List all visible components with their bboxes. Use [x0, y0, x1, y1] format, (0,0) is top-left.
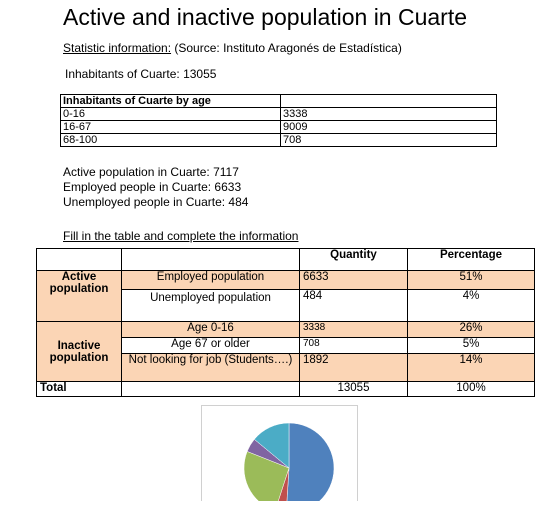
table-row: Quantity Percentage	[36, 248, 535, 271]
row-percentage: 14%	[407, 353, 535, 382]
total-quantity: 13055	[299, 381, 408, 397]
table-row: 16-67 9009	[60, 120, 497, 134]
pie-chart-frame	[201, 405, 358, 506]
total-percentage: 100%	[407, 381, 535, 397]
table-cell	[36, 248, 122, 271]
table-row: Age 67 or older 708 5%	[37, 337, 535, 354]
inhabitants-line: Inhabitants of Cuarte: 13055	[65, 67, 217, 81]
table-row: 0-16 3338	[60, 107, 497, 121]
age-value: 708	[280, 133, 497, 147]
row-percentage: 4%	[407, 289, 535, 322]
fill-heading: Fill in the table and complete the infor…	[63, 229, 299, 243]
age-range: 0-16	[60, 107, 281, 121]
table-cell	[121, 248, 300, 271]
population-table: Quantity Percentage Active population Em…	[36, 248, 535, 397]
row-quantity: 484	[299, 289, 408, 322]
table-row: Not looking for job (Students….) 1892 14…	[37, 353, 535, 382]
row-label: Employed population	[121, 270, 300, 290]
table-row: Inactive population Age 0-16 3338 26%	[36, 321, 535, 382]
row-quantity: 3338	[299, 321, 408, 338]
row-quantity: 1892	[299, 353, 408, 382]
table-row: Unemployed population 484 4%	[37, 289, 535, 322]
active-population-label: Active population	[36, 270, 122, 322]
age-value: 9009	[280, 120, 497, 134]
stat-active: Active population in Cuarte: 7117	[63, 165, 239, 179]
header-percentage: Percentage	[407, 248, 535, 271]
stat-employed: Employed people in Cuarte: 6633	[63, 180, 242, 194]
table-cell	[280, 94, 497, 108]
stat-unemployed: Unemployed people in Cuarte: 484	[63, 195, 249, 209]
inactive-population-label: Inactive population	[36, 321, 122, 382]
header-quantity: Quantity	[299, 248, 408, 271]
row-label: Not looking for job (Students….)	[121, 353, 300, 382]
row-percentage: 51%	[407, 270, 535, 290]
age-table: Inhabitants of Cuarte by age 0-16 3338 1…	[60, 94, 497, 147]
pie-chart	[243, 422, 335, 506]
table-cell	[121, 381, 300, 397]
source-label: Statistic information:	[63, 41, 172, 55]
table-row: 68-100 708	[60, 133, 497, 147]
total-label: Total	[36, 381, 122, 397]
age-value: 3338	[280, 107, 497, 121]
row-label: Unemployed population	[121, 289, 300, 322]
age-table-header: Inhabitants of Cuarte by age	[60, 94, 281, 108]
age-range: 16-67	[60, 120, 281, 134]
row-quantity: 6633	[299, 270, 408, 290]
pie-slice	[243, 451, 290, 506]
stats-block: Active population in Cuarte: 7117 Employ…	[63, 165, 248, 210]
page-title: Active and inactive population in Cuarte	[63, 4, 468, 30]
row-quantity: 708	[299, 337, 408, 354]
row-percentage: 26%	[407, 321, 535, 338]
row-label: Age 0-16	[121, 321, 300, 338]
source-line: Statistic information: (Source: Institut…	[63, 41, 402, 55]
row-label: Age 67 or older	[121, 337, 300, 354]
table-row: Active population Employed population 66…	[36, 270, 535, 322]
table-row: Total 13055 100%	[36, 381, 535, 397]
age-range: 68-100	[60, 133, 281, 147]
row-percentage: 5%	[407, 337, 535, 354]
source-text: (Source: Instituto Aragonés de Estadísti…	[171, 41, 402, 55]
pie-slice	[286, 422, 335, 506]
table-row: Inhabitants of Cuarte by age	[60, 94, 497, 108]
pie-slice	[253, 422, 290, 469]
